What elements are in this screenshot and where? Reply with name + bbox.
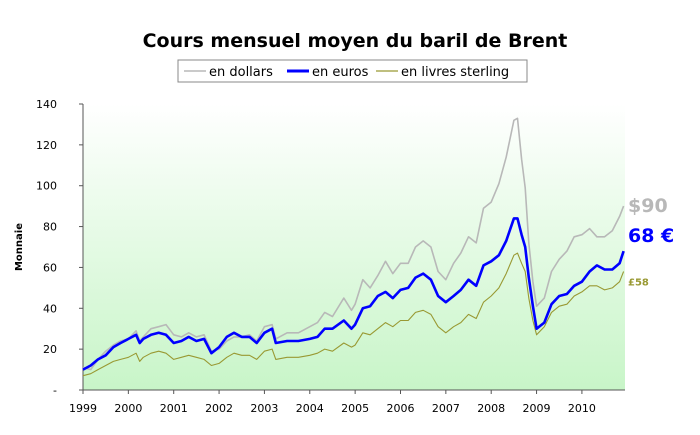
chart-title: Cours mensuel moyen du baril de Brent <box>143 30 568 52</box>
end-labels: $90 68 € £58 <box>628 195 674 288</box>
y-tick-label: 80 <box>43 221 57 234</box>
series-line-2 <box>82 252 625 377</box>
x-tick-label: 2001 <box>160 402 188 415</box>
y-tick-label: 60 <box>43 261 57 274</box>
x-tick-label: 2005 <box>341 402 369 415</box>
y-tick-label: 140 <box>36 98 57 111</box>
x-tick-label: 2003 <box>250 402 278 415</box>
end-label-0: $90 <box>628 195 668 217</box>
x-tick-label: 1999 <box>69 402 97 415</box>
y-tick-label: 40 <box>43 302 57 315</box>
series-line-1 <box>82 217 625 371</box>
y-tick-label: - <box>53 384 57 397</box>
x-tick-label: 2000 <box>114 402 142 415</box>
y-tick-label: 100 <box>36 180 57 193</box>
plot-area <box>83 104 625 390</box>
legend-box <box>177 59 528 83</box>
legend: en dollars en euros en livres sterling <box>177 59 528 83</box>
x-tick-label: 2009 <box>523 402 551 415</box>
y-tick-label: 20 <box>43 343 57 356</box>
legend-label-sterling: en livres sterling <box>401 65 509 80</box>
x-tick-label: 2002 <box>205 402 233 415</box>
end-label-1: 68 € <box>628 225 674 247</box>
x-tick-label: 2004 <box>296 402 324 415</box>
legend-label-dollars: en dollars <box>209 65 273 80</box>
legend-label-euros: en euros <box>312 65 369 80</box>
x-tick-label: 2007 <box>432 402 460 415</box>
x-tick-label: 2006 <box>386 402 414 415</box>
end-label-2: £58 <box>628 278 649 289</box>
y-tick-label: 120 <box>36 139 57 152</box>
series-layer <box>82 117 625 377</box>
series-line-0 <box>82 117 625 371</box>
x-tick-label: 2008 <box>477 402 505 415</box>
y-axis-label: Monnaie <box>14 223 25 271</box>
axes: - 20 40 60 80 100 120 140 1999 2000 2001 2002 2003 20… <box>36 98 625 415</box>
x-tick-label: 2010 <box>568 402 596 415</box>
